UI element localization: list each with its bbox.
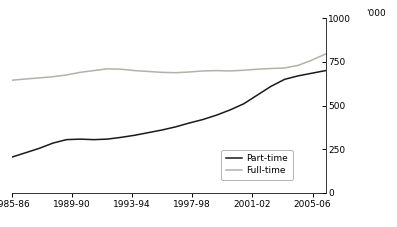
Part-time: [78, 138, 83, 141]
Part-time: [241, 102, 246, 105]
Part-time: [105, 138, 110, 141]
Full-time: [173, 71, 178, 74]
Part-time: [228, 109, 233, 111]
Full-time: [255, 68, 260, 71]
Full-time: [37, 76, 42, 79]
Part-time: [146, 131, 150, 134]
Part-time: [214, 114, 219, 116]
Full-time: [10, 79, 14, 81]
Full-time: [132, 69, 137, 72]
Part-time: [64, 138, 69, 141]
Text: '000: '000: [366, 9, 386, 18]
Part-time: [323, 69, 328, 72]
Part-time: [23, 151, 28, 154]
Part-time: [132, 134, 137, 137]
Part-time: [187, 122, 192, 124]
Part-time: [50, 142, 55, 145]
Full-time: [269, 67, 274, 70]
Part-time: [282, 78, 287, 81]
Part-time: [255, 94, 260, 96]
Full-time: [91, 69, 96, 72]
Full-time: [23, 78, 28, 80]
Full-time: [78, 71, 83, 74]
Full-time: [50, 75, 55, 78]
Full-time: [187, 71, 192, 73]
Part-time: [37, 147, 42, 150]
Legend: Part-time, Full-time: Part-time, Full-time: [221, 150, 293, 180]
Full-time: [228, 70, 233, 72]
Full-time: [310, 59, 314, 62]
Part-time: [200, 118, 205, 121]
Part-time: [173, 126, 178, 128]
Full-time: [282, 67, 287, 69]
Full-time: [160, 71, 164, 74]
Line: Full-time: Full-time: [12, 54, 326, 80]
Full-time: [105, 67, 110, 70]
Part-time: [296, 74, 301, 77]
Full-time: [146, 70, 150, 73]
Part-time: [160, 129, 164, 131]
Full-time: [241, 69, 246, 72]
Part-time: [91, 138, 96, 141]
Full-time: [323, 53, 328, 55]
Line: Part-time: Part-time: [12, 71, 326, 157]
Part-time: [269, 85, 274, 88]
Full-time: [214, 69, 219, 72]
Full-time: [64, 74, 69, 76]
Part-time: [310, 72, 314, 75]
Part-time: [119, 136, 123, 139]
Full-time: [296, 64, 301, 67]
Part-time: [10, 156, 14, 158]
Full-time: [200, 70, 205, 72]
Full-time: [119, 68, 123, 71]
